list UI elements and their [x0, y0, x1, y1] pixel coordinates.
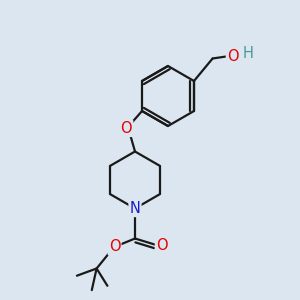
Text: N: N: [130, 201, 140, 216]
Text: O: O: [121, 121, 132, 136]
Text: O: O: [156, 238, 167, 253]
Text: H: H: [242, 46, 253, 61]
Text: O: O: [227, 49, 239, 64]
Text: O: O: [109, 239, 120, 254]
